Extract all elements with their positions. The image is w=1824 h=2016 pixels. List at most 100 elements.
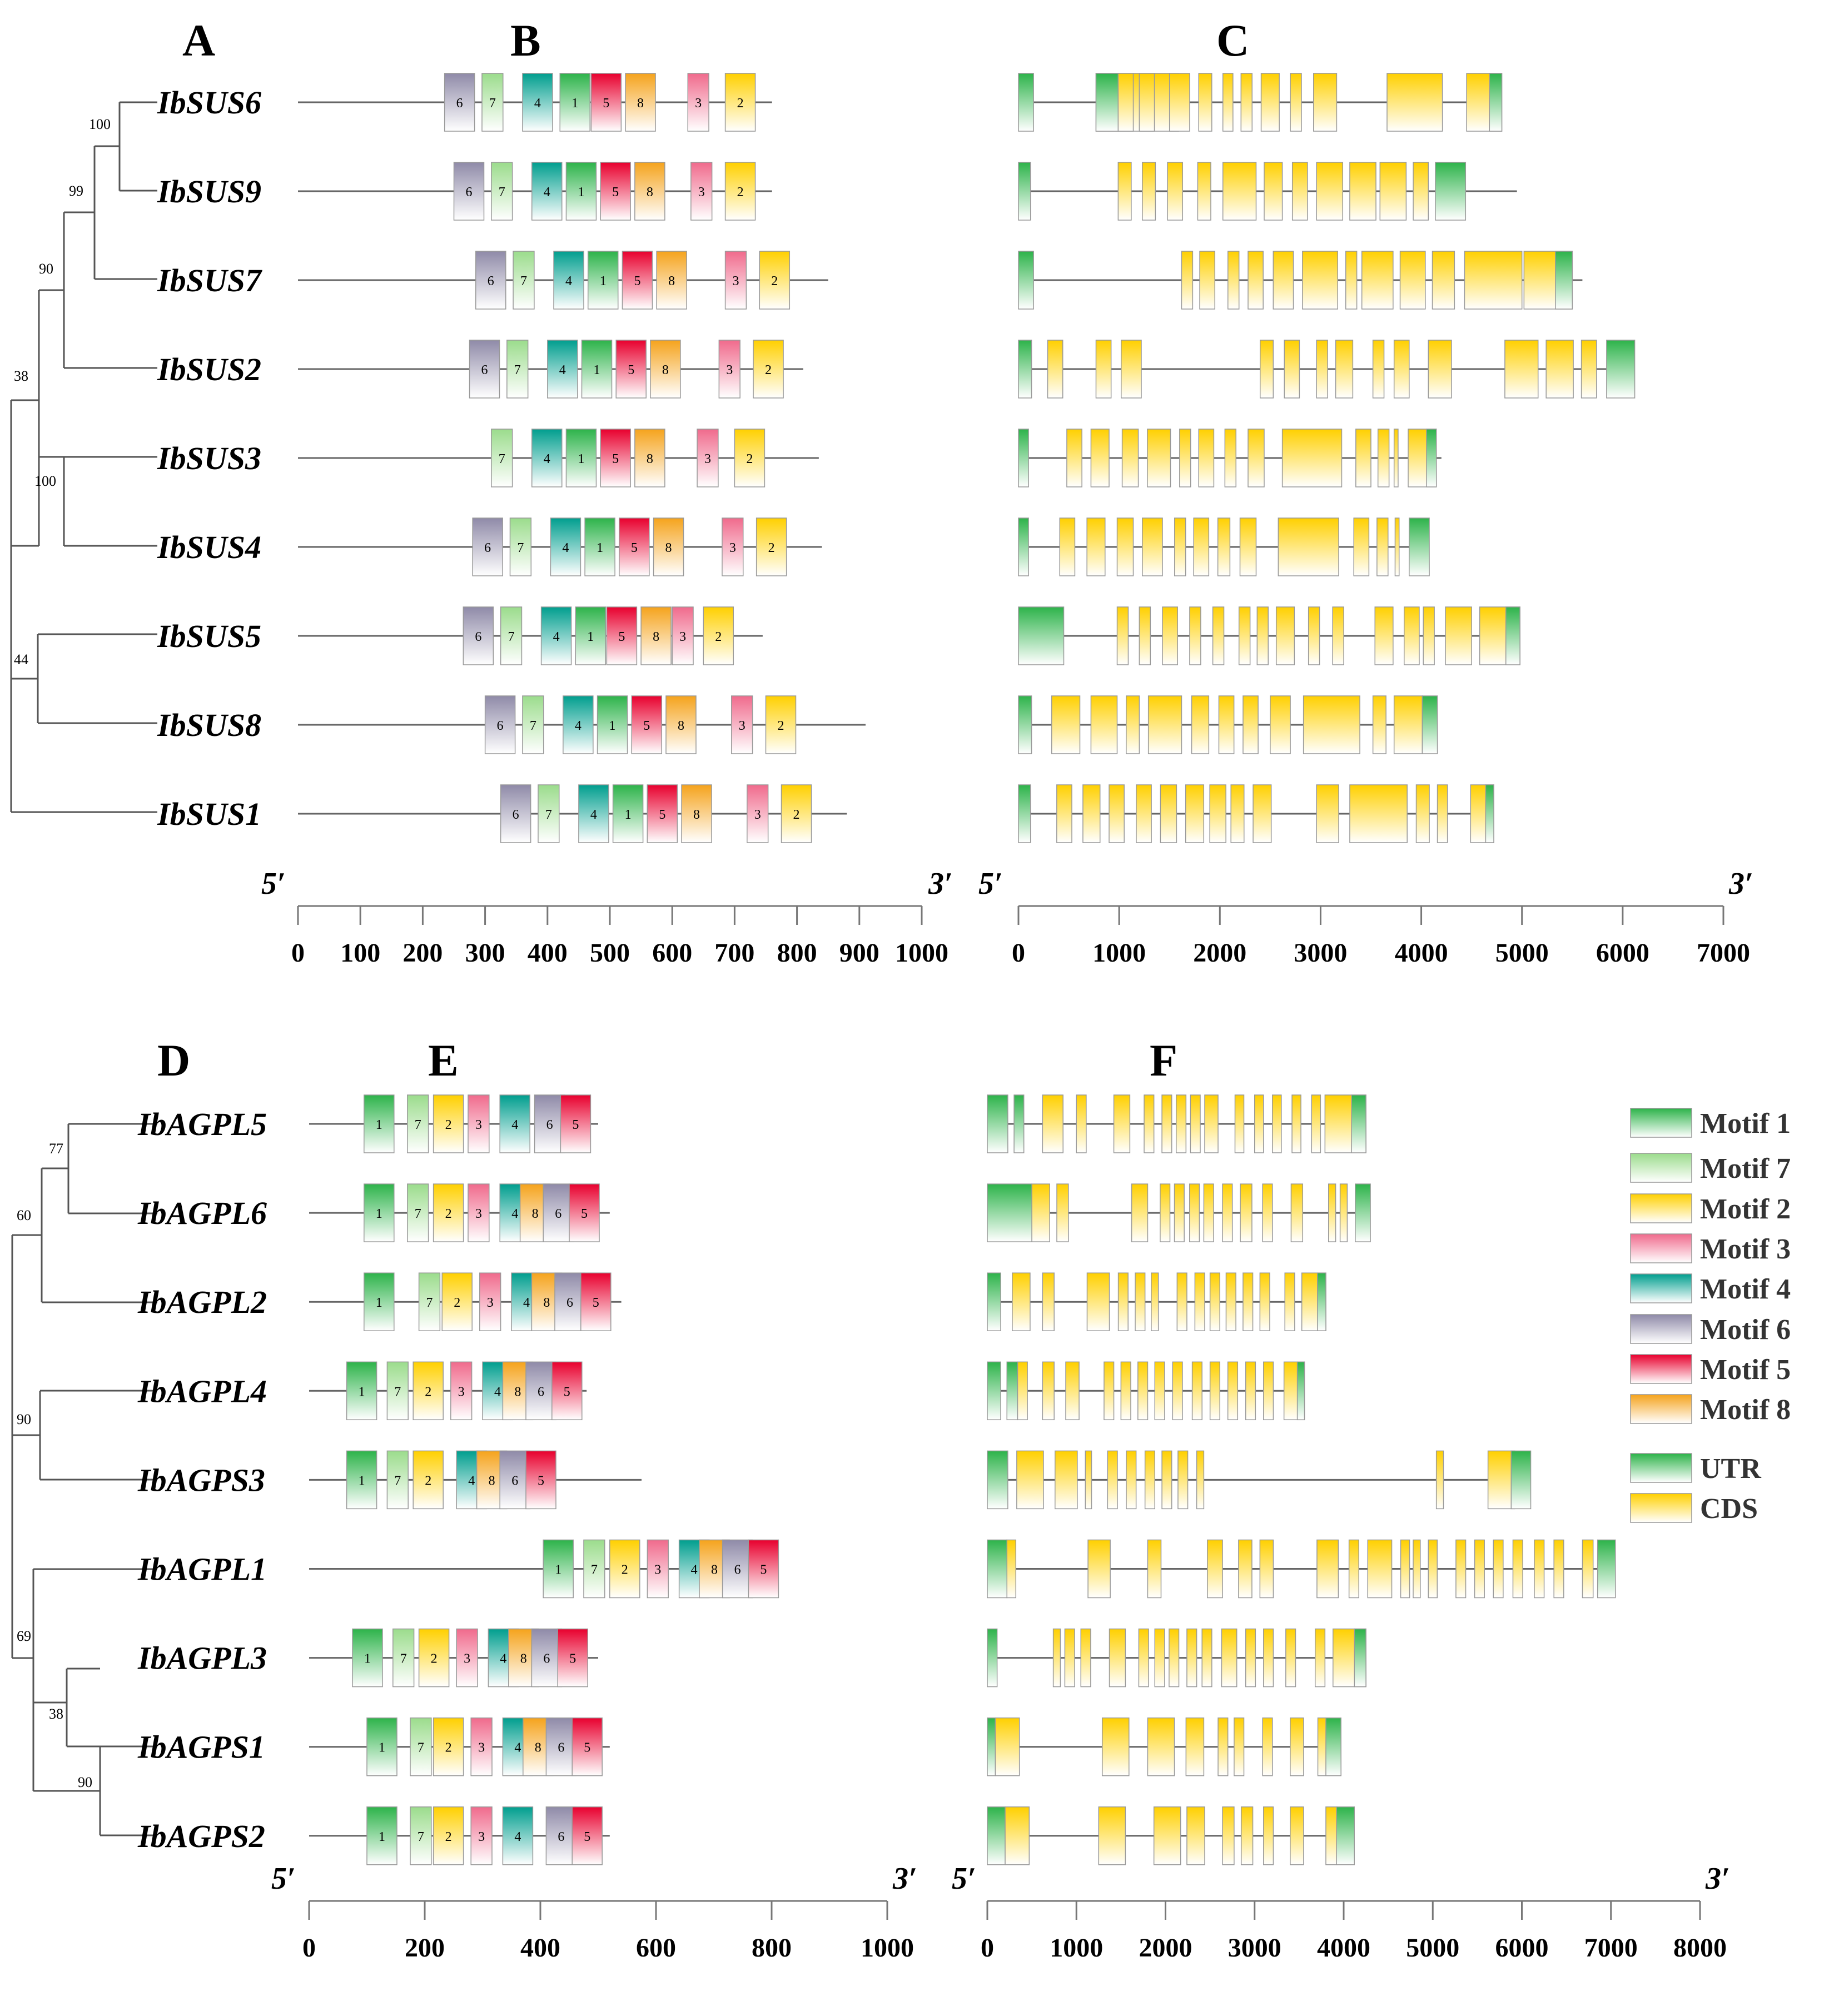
cds-exon — [1316, 1539, 1339, 1599]
motif-number-label: 7 — [426, 1296, 433, 1310]
motif-number-label: 6 — [511, 1474, 518, 1488]
motif-number-label: 7 — [489, 96, 496, 111]
scale-tick-label: 400 — [528, 938, 568, 968]
utr-exon — [1606, 340, 1636, 399]
motif-box — [543, 1183, 574, 1242]
motif-box — [747, 784, 769, 843]
legend-swatch — [1630, 1273, 1692, 1303]
motif-number-label: 4 — [511, 1118, 518, 1132]
motif-number-label: 2 — [768, 541, 775, 555]
motif-number-label: 3 — [695, 96, 702, 111]
motif-box — [724, 251, 747, 310]
gene-labels-agp: IbAGPL5 IbAGPL6 IbAGPL2 IbAGPL4 IbAGPS3 IbAGP… — [137, 1106, 267, 1854]
cds-exon — [1393, 340, 1410, 399]
cds-exon — [1234, 1717, 1245, 1776]
motif-number-label: 3 — [698, 185, 705, 200]
bootstrap-value: 44 — [14, 651, 28, 668]
motif-box — [653, 517, 684, 576]
cds-exon — [1174, 517, 1186, 576]
utr-exon — [987, 1806, 1006, 1865]
cds-exon — [1005, 1806, 1030, 1865]
cds-exon — [1291, 162, 1308, 221]
cds-exon — [1260, 73, 1280, 132]
utr-exon — [1485, 784, 1494, 843]
cds-exon — [1262, 1717, 1273, 1776]
motif-box — [600, 162, 631, 221]
motif-number-label: 5 — [612, 452, 619, 466]
motif-number-label: 8 — [647, 452, 653, 466]
cds-exon — [1031, 1183, 1050, 1242]
phylo-tree-agp — [11, 1123, 157, 1836]
motif-box — [759, 251, 791, 310]
motif-box — [364, 1183, 395, 1242]
motif-number-label: 5 — [538, 1474, 544, 1488]
cds-exon — [1259, 340, 1274, 399]
motif-number-label: 4 — [575, 719, 582, 733]
cds-exon — [1131, 1183, 1149, 1242]
scale-tick-label: 1000 — [1050, 1933, 1103, 1963]
motif-box — [522, 73, 553, 132]
five-prime-label: 5′ — [271, 1861, 296, 1896]
gene-name-label: IbAGPS2 — [137, 1818, 265, 1854]
motif-number-label: 7 — [591, 1563, 598, 1577]
cds-exon — [1172, 1361, 1183, 1421]
bootstrap-value: 100 — [89, 116, 111, 132]
motif-box — [346, 1361, 377, 1421]
motif-number-label: 6 — [488, 274, 494, 288]
cds-exon — [1245, 1361, 1256, 1421]
motif-number-label: 7 — [394, 1385, 401, 1399]
scale-tick-label: 0 — [291, 938, 305, 968]
gene-name-label: IbSUS1 — [157, 796, 261, 832]
cds-exon — [1017, 1361, 1028, 1421]
cds-exon — [1553, 1539, 1564, 1599]
scale-tick-label: 3000 — [1294, 938, 1347, 968]
cds-exon — [1051, 695, 1081, 754]
motif-number-label: 3 — [478, 1741, 485, 1755]
motif-number-label: 2 — [778, 719, 784, 733]
motif-number-label: 4 — [514, 1830, 521, 1844]
motif-number-label: 5 — [584, 1741, 590, 1755]
cds-exon — [1348, 1539, 1359, 1599]
scale-tick-label: 700 — [714, 938, 754, 968]
motif-box — [578, 784, 609, 843]
cds-exon — [1259, 1272, 1270, 1331]
cds-exon — [1189, 1183, 1200, 1242]
cds-exon — [1393, 429, 1399, 487]
motif-box — [550, 517, 582, 576]
cds-exon — [1151, 1272, 1159, 1331]
scale-tick-label: 1000 — [895, 938, 948, 968]
motif-number-label: 6 — [555, 1207, 561, 1221]
legend-swatch — [1630, 1233, 1692, 1263]
motif-number-label: 4 — [553, 630, 560, 644]
motif-box — [581, 340, 613, 399]
cds-exon — [1012, 1272, 1031, 1331]
motif-box — [656, 251, 687, 310]
motif-number-label: 2 — [445, 1741, 452, 1755]
motif-box — [453, 162, 485, 221]
cds-exon — [1160, 784, 1177, 843]
motif-number-label: 2 — [425, 1385, 431, 1399]
motif-number-label: 8 — [678, 719, 684, 733]
motif-box — [346, 1450, 377, 1510]
cds-exon — [1101, 1717, 1130, 1776]
cds-exon — [1275, 606, 1295, 665]
cds-exon — [1104, 1361, 1115, 1421]
motif-number-label: 5 — [760, 1563, 767, 1577]
motif-box — [597, 695, 628, 754]
legend-swatch — [1630, 1493, 1692, 1523]
legend-label: UTR — [1700, 1453, 1762, 1485]
motif-number-label: 5 — [659, 808, 665, 822]
gene-name-label: IbSUS3 — [157, 440, 261, 476]
motif-number-label: 7 — [418, 1741, 424, 1755]
motif-box — [722, 517, 744, 576]
cds-exon — [1273, 251, 1294, 310]
motif-number-label: 4 — [514, 1741, 521, 1755]
cds-exon — [1263, 1628, 1274, 1688]
motif-number-label: 2 — [746, 452, 753, 466]
cds-exon — [1080, 1628, 1091, 1688]
gene-name-label: IbAGPL3 — [137, 1640, 267, 1676]
scale-tick-label: 6000 — [1495, 1933, 1549, 1963]
motif-box — [407, 1094, 429, 1153]
cds-exon — [1222, 162, 1257, 221]
cds-exon — [1109, 784, 1125, 843]
